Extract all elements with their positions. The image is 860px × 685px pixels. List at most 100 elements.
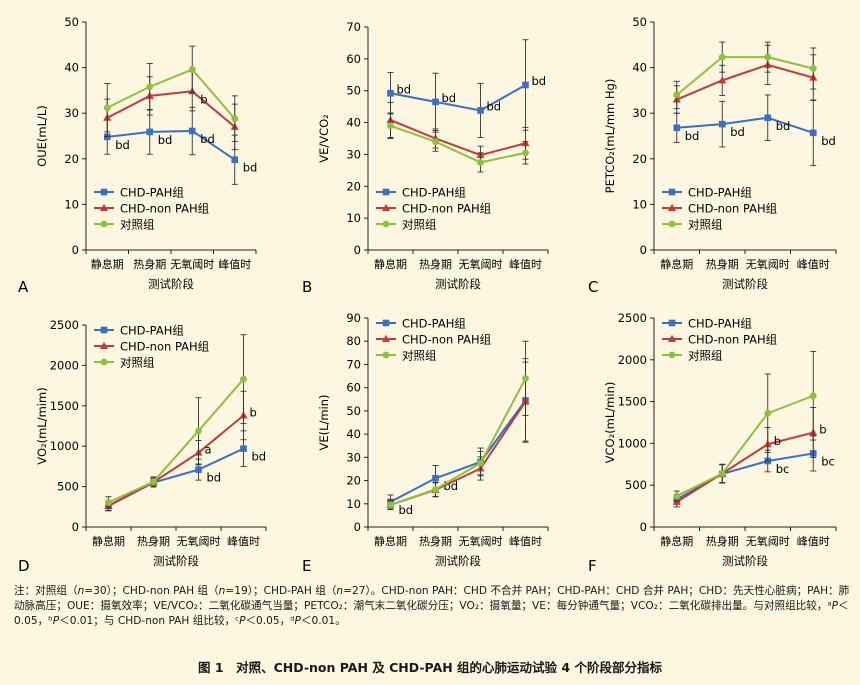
data-point	[764, 53, 772, 61]
y-tick-label: 30	[346, 450, 361, 464]
y-tick-label: 50	[346, 404, 361, 418]
data-point	[387, 89, 394, 97]
x-tick-label: 峰值时	[218, 258, 251, 271]
legend-marker	[100, 326, 108, 334]
y-tick-label: 0	[640, 243, 647, 257]
data-point	[477, 459, 484, 467]
legend-item: CHD-PAH组	[662, 317, 752, 331]
x-tick-label: 无氧阈时	[170, 257, 214, 271]
significance-label: bc	[776, 462, 790, 476]
panel-letter: B	[302, 278, 312, 296]
significance-label: bd	[776, 119, 791, 133]
x-tick-label: 热身期	[706, 257, 739, 271]
legend-item: 对照组	[376, 218, 437, 232]
series-1: bb	[672, 407, 827, 508]
x-axis-label: 测试阶段	[435, 554, 481, 568]
y-tick-label: 2500	[50, 318, 79, 332]
legend-marker	[382, 220, 390, 228]
data-point	[718, 53, 726, 61]
legend-marker	[382, 319, 390, 327]
data-point	[522, 81, 529, 89]
significance-label: bd	[200, 132, 215, 146]
significance-label: bd	[207, 471, 222, 485]
data-point	[432, 98, 439, 106]
data-point	[809, 392, 817, 400]
significance-label: b	[250, 405, 257, 419]
y-tick-label: 20	[346, 179, 361, 193]
significance-label: bd	[399, 503, 414, 517]
legend-marker	[668, 188, 676, 196]
significance-label: a	[205, 443, 212, 457]
series-2	[387, 340, 529, 511]
y-tick-label: 50	[632, 15, 647, 29]
y-tick-label: 2000	[50, 358, 79, 372]
data-point	[387, 122, 394, 130]
x-tick-label: 峰值时	[509, 535, 542, 548]
y-axis-label: VE(L/min)	[317, 394, 331, 450]
y-tick-label: 60	[346, 381, 361, 395]
series-2	[673, 41, 817, 110]
data-point	[188, 127, 196, 135]
legend-marker	[382, 334, 390, 342]
series-2	[105, 334, 247, 509]
significance-label: bd	[397, 82, 412, 96]
panel-letter: A	[18, 278, 29, 296]
series-line	[107, 129, 236, 161]
y-axis-label: VO₂(mL/mim)	[35, 387, 49, 464]
legend-label: 对照组	[688, 349, 723, 363]
y-tick-label: 2500	[618, 311, 647, 325]
legend-item: CHD-non PAH组	[94, 202, 210, 216]
data-point	[432, 485, 439, 493]
significance-label: b	[200, 92, 207, 106]
legend-item: CHD-non PAH组	[376, 202, 492, 216]
legend-marker	[668, 203, 676, 211]
y-tick-label: 1000	[50, 439, 79, 453]
series-line	[108, 378, 245, 504]
y-tick-label: 10	[346, 497, 361, 511]
significance-label: b	[774, 434, 781, 448]
x-tick-label: 峰值时	[509, 258, 542, 271]
significance-label: bd	[442, 91, 457, 105]
legend-item: CHD-non PAH组	[662, 202, 778, 216]
data-point	[718, 470, 726, 477]
data-point	[146, 83, 154, 91]
y-tick-label: 10	[346, 211, 361, 225]
legend-marker	[668, 334, 676, 342]
data-point	[103, 133, 111, 141]
legend-label: 对照组	[402, 218, 437, 232]
x-axis-label: 测试阶段	[722, 277, 768, 291]
legend-label: CHD-non PAH组	[120, 340, 210, 354]
y-axis-label: VCO₂(mL/min)	[603, 382, 617, 464]
data-point	[477, 158, 484, 166]
series-0: bc bc	[673, 435, 835, 505]
series-line	[108, 414, 245, 507]
data-point	[432, 138, 439, 146]
legend-item: 对照组	[376, 349, 437, 363]
data-point	[195, 427, 202, 435]
x-axis-label: 测试阶段	[148, 277, 194, 291]
x-tick-label: 热身期	[133, 257, 166, 271]
y-tick-label: 0	[72, 243, 79, 257]
legend-item: CHD-non PAH组	[662, 333, 778, 347]
panel-letter: D	[18, 557, 30, 575]
series-line	[390, 377, 527, 506]
y-tick-label: 60	[346, 52, 361, 66]
data-point	[387, 501, 394, 509]
legend-marker	[668, 319, 676, 327]
x-axis-label: 测试阶段	[153, 554, 199, 568]
series-line	[390, 119, 526, 157]
legend-marker	[668, 351, 676, 359]
series-0: bd bd bd bd	[673, 94, 836, 167]
series-line	[106, 90, 236, 128]
legend-label: CHD-non PAH组	[120, 202, 210, 216]
y-tick-label: 70	[346, 20, 361, 34]
legend-marker	[382, 203, 390, 211]
legend-item: 对照组	[662, 349, 723, 363]
data-point	[240, 445, 247, 452]
legend-label: 对照组	[120, 356, 155, 370]
y-tick-label: 40	[64, 61, 79, 75]
x-tick-label: 静息期	[660, 534, 693, 548]
data-point	[231, 156, 239, 164]
y-tick-label: 30	[632, 106, 647, 120]
